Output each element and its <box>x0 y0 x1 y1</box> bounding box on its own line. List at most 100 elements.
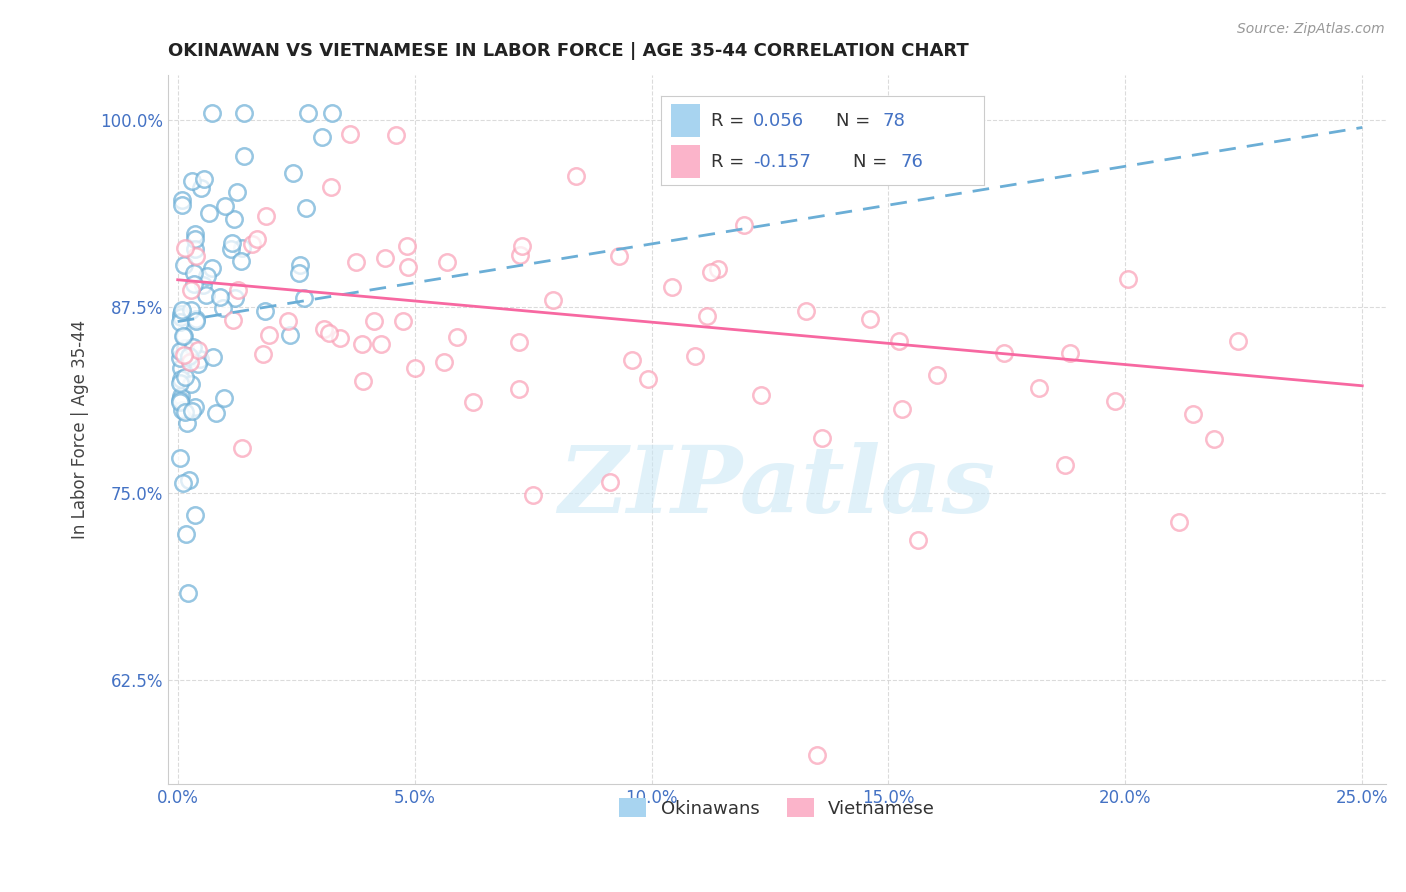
Point <box>188 352 211 367</box>
Point <box>329 331 352 345</box>
Point <box>794 304 817 318</box>
Point <box>184 249 207 263</box>
Legend: Okinawans, Vietnamese: Okinawans, Vietnamese <box>612 791 942 825</box>
Point <box>281 166 304 180</box>
Point <box>195 268 218 283</box>
Point <box>169 376 191 390</box>
Point <box>1116 271 1139 285</box>
Point <box>661 279 683 293</box>
Point <box>509 247 531 261</box>
Point <box>173 348 195 362</box>
Point <box>508 382 530 396</box>
Point <box>363 313 385 327</box>
Point <box>222 212 245 227</box>
Point <box>277 314 299 328</box>
Point <box>172 403 194 417</box>
Point <box>352 374 374 388</box>
Point <box>925 368 948 383</box>
Point <box>1104 393 1126 408</box>
Point <box>1168 515 1191 529</box>
Point <box>179 354 201 368</box>
Point <box>620 352 643 367</box>
Point <box>252 347 274 361</box>
Point <box>696 309 718 323</box>
Point <box>404 361 426 376</box>
Point <box>177 585 200 599</box>
Point <box>180 404 202 418</box>
Point <box>288 266 311 280</box>
Y-axis label: In Labor Force | Age 35-44: In Labor Force | Age 35-44 <box>72 320 89 540</box>
Point <box>169 343 191 358</box>
Point <box>194 287 217 301</box>
Point <box>190 180 212 194</box>
Point <box>811 432 834 446</box>
Point <box>186 343 208 357</box>
Point <box>209 290 232 304</box>
Point <box>184 508 207 522</box>
Point <box>180 302 202 317</box>
Point <box>254 209 277 223</box>
Point <box>184 314 207 328</box>
Point <box>1054 458 1077 472</box>
Point <box>224 291 246 305</box>
Point <box>225 185 247 199</box>
Point <box>257 328 280 343</box>
Point <box>446 330 468 344</box>
Point <box>183 266 205 280</box>
Point <box>253 303 276 318</box>
Point <box>565 169 588 183</box>
Point <box>312 322 335 336</box>
Point <box>179 349 201 363</box>
Point <box>233 149 256 163</box>
Point <box>240 237 263 252</box>
Point <box>396 260 419 275</box>
Point <box>169 351 191 365</box>
Point <box>806 747 828 762</box>
Point <box>191 277 214 292</box>
Point <box>176 527 198 541</box>
Point <box>219 242 242 256</box>
Point <box>169 392 191 407</box>
Point <box>637 372 659 386</box>
Point <box>321 180 343 194</box>
Point <box>183 401 205 415</box>
Point <box>193 171 215 186</box>
Point <box>683 349 706 363</box>
Text: ZIPatlas: ZIPatlas <box>558 442 995 532</box>
Point <box>231 254 253 268</box>
Point <box>749 388 772 402</box>
Point <box>170 360 193 375</box>
Point <box>184 232 207 246</box>
Point <box>170 307 193 321</box>
Point <box>599 475 621 490</box>
Point <box>169 451 191 466</box>
Point <box>370 337 392 351</box>
Point <box>204 406 226 420</box>
Point <box>173 241 195 255</box>
Point <box>232 105 254 120</box>
Point <box>733 218 755 232</box>
Point <box>214 199 236 213</box>
Point <box>891 402 914 417</box>
Point <box>177 473 200 487</box>
Point <box>184 227 207 241</box>
Point <box>169 315 191 329</box>
Point <box>278 327 301 342</box>
Point <box>184 312 207 326</box>
Text: OKINAWAN VS VIETNAMESE IN LABOR FORCE | AGE 35-44 CORRELATION CHART: OKINAWAN VS VIETNAMESE IN LABOR FORCE | … <box>169 42 969 60</box>
Point <box>201 105 224 120</box>
Point <box>374 251 396 265</box>
Point <box>889 334 911 349</box>
Point <box>201 350 224 364</box>
Point <box>169 372 191 386</box>
Point <box>700 265 723 279</box>
Point <box>339 127 361 141</box>
Point <box>231 241 253 255</box>
Point <box>432 354 454 368</box>
Point <box>170 198 193 212</box>
Point <box>1226 334 1249 348</box>
Point <box>541 293 564 308</box>
Point <box>1182 408 1205 422</box>
Point <box>173 258 195 272</box>
Point <box>1059 345 1081 359</box>
